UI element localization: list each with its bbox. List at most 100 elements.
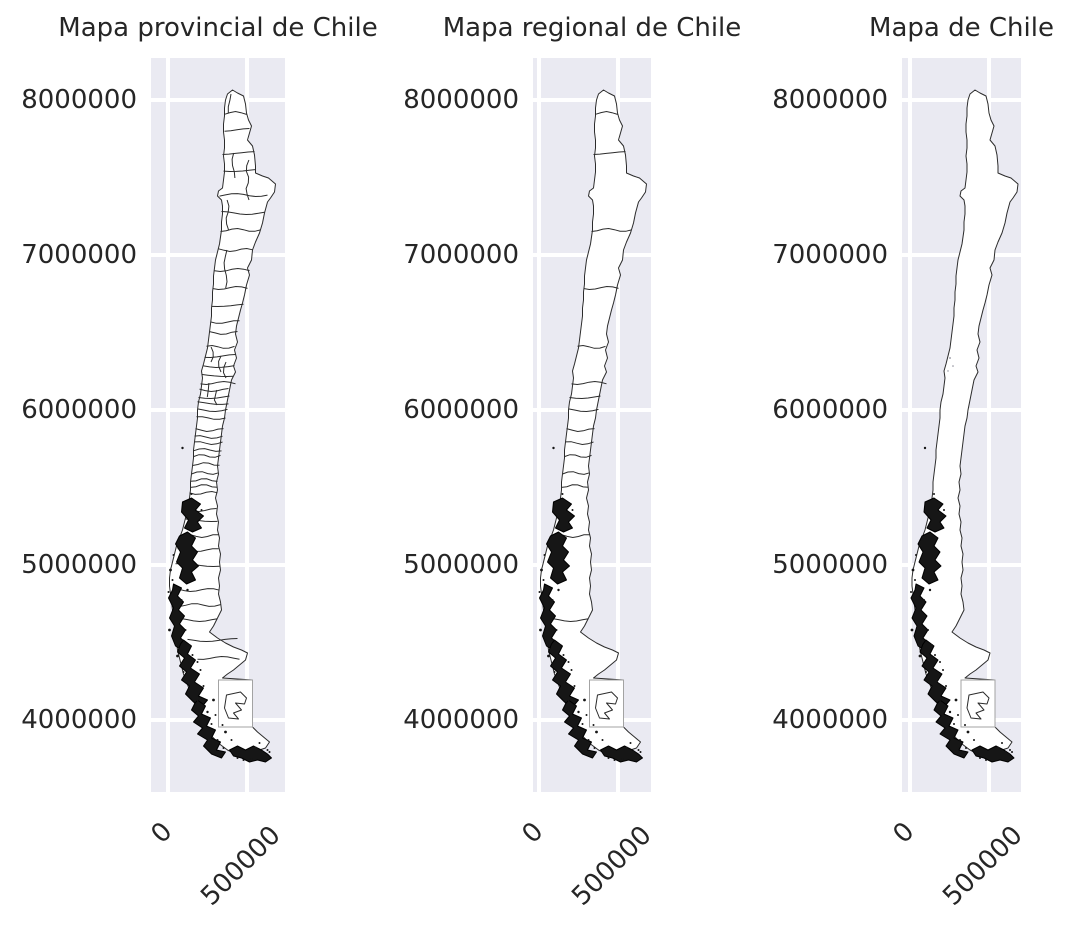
y-tick-label: 4000000 — [403, 705, 519, 735]
island-speckle — [210, 723, 213, 725]
province-border — [195, 428, 224, 433]
island-speckle — [959, 739, 961, 741]
region-border — [595, 110, 618, 115]
subplot-title: Mapa de Chile — [869, 13, 1054, 43]
province-border — [204, 354, 236, 359]
island-speckle — [191, 654, 194, 656]
island-speckle — [570, 669, 573, 671]
region-border — [561, 484, 589, 488]
tierra-del-fuego — [595, 691, 618, 720]
island-speckle — [539, 628, 542, 632]
island-speckle — [551, 599, 554, 601]
region-border — [569, 395, 601, 400]
island-speckle — [953, 723, 955, 725]
x-tick-label: 500000 — [194, 820, 287, 912]
island-speckle — [583, 698, 586, 702]
island-speckle — [236, 757, 239, 759]
island-speckle — [632, 751, 635, 753]
province-border — [224, 110, 247, 115]
province-border — [187, 638, 238, 643]
province-border — [224, 128, 250, 132]
island-speckle — [965, 747, 967, 749]
region-border — [591, 227, 632, 232]
chile-outline — [169, 89, 276, 757]
province-border — [191, 471, 219, 475]
island-speckle — [585, 714, 588, 716]
island-speckle — [985, 759, 987, 761]
island-speckle — [927, 629, 929, 631]
island-speckle — [254, 746, 257, 750]
region-border — [577, 344, 606, 349]
y-tick-label: 8000000 — [772, 85, 888, 115]
island-speckle — [933, 493, 935, 495]
island-speckle — [549, 619, 552, 621]
island-speckle — [202, 685, 205, 687]
archipelago — [229, 745, 272, 763]
province-border — [194, 435, 223, 439]
island-speckle — [571, 509, 574, 511]
province-border — [213, 389, 218, 406]
map-noise-dot — [952, 365, 954, 367]
province-border — [218, 247, 253, 253]
island-speckle — [190, 493, 193, 495]
island-speckle — [928, 588, 932, 592]
island-speckle — [1011, 751, 1013, 753]
province-border — [206, 344, 235, 349]
island-speckle — [613, 759, 616, 761]
h-gridline — [533, 563, 651, 567]
island-speckle — [996, 746, 1000, 750]
island-speckle — [939, 661, 941, 663]
island-speckle — [250, 757, 253, 761]
island-speckle — [593, 747, 596, 749]
x-tick-label: 0 — [516, 816, 549, 850]
province-border — [197, 401, 229, 405]
archipelago — [175, 531, 199, 585]
map-noise-dot — [947, 370, 949, 372]
y-tick-label: 7000000 — [772, 240, 888, 270]
province-border — [245, 159, 250, 201]
province-border — [197, 408, 228, 413]
island-speckle — [934, 654, 936, 656]
island-speckle — [957, 714, 959, 716]
province-border — [193, 454, 221, 458]
island-speckle — [196, 661, 199, 663]
province-border — [190, 478, 218, 482]
v-gridline — [536, 58, 541, 792]
x-tick-label: 500000 — [565, 820, 658, 912]
island-speckle — [964, 724, 966, 726]
island-speckle — [601, 739, 604, 741]
province-border — [196, 416, 226, 420]
island-speckle — [542, 579, 545, 581]
h-gridline — [533, 98, 651, 102]
province-border — [198, 395, 230, 400]
v-gridline — [615, 58, 620, 792]
region-border — [583, 285, 619, 291]
island-speckle — [221, 724, 224, 726]
y-tick-label: 8000000 — [403, 85, 519, 115]
island-speckle — [914, 579, 916, 581]
y-tick-label: 7000000 — [21, 240, 137, 270]
province-border — [231, 152, 236, 179]
axes-panel — [902, 58, 1021, 792]
island-speckle — [168, 628, 171, 632]
subplot-regional: Mapa regional de Chile 8000000 7000000 600… — [403, 13, 741, 912]
v-gridline — [244, 58, 249, 792]
island-speckle — [258, 742, 261, 744]
chile-map-svg — [910, 89, 1019, 763]
province-border — [199, 388, 229, 393]
y-tick-label: 4000000 — [21, 705, 137, 735]
axes-panel — [151, 58, 285, 792]
province-border — [189, 490, 218, 495]
map-noise-dot — [949, 357, 951, 359]
island-speckle — [915, 554, 917, 556]
island-speckle — [954, 698, 958, 702]
h-gridline — [902, 98, 1021, 102]
chile-outline — [540, 89, 647, 757]
island-speckle — [563, 680, 566, 684]
island-speckle — [222, 747, 225, 749]
archipelago — [562, 699, 597, 759]
province-border — [218, 355, 222, 373]
island-speckle — [188, 644, 191, 646]
province-border — [214, 267, 250, 273]
island-speckle — [921, 619, 923, 621]
